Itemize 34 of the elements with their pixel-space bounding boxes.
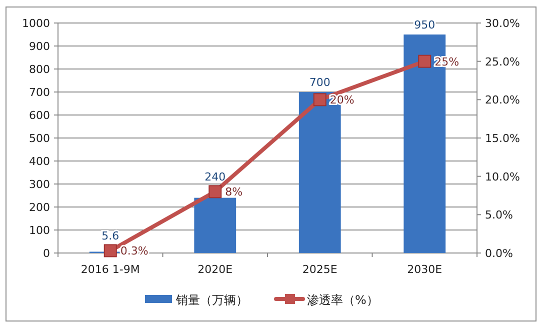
y2-tick-label: 20.0% [485,94,520,107]
bar [194,198,236,253]
y2-tick-label: 0.0% [485,247,513,260]
point [418,54,432,68]
y-tick-label: 400 [29,155,50,168]
x-tick-label: 2016 1-9M [80,263,140,276]
y2-tick-label: 15.0% [485,132,520,145]
data-label: 5.6 [102,230,120,243]
x-tick-label: 2030E [407,263,442,276]
x-tick-label: 2020E [198,263,233,276]
legend-label: 渗透率（%） [307,293,378,307]
y-tick-label: 500 [29,132,50,145]
y-tick-label: 600 [29,109,50,122]
y-tick-label: 900 [29,40,50,53]
point [208,185,222,198]
y2-tick-label: 25.0% [485,55,520,68]
x-tick-label: 2025E [302,263,338,276]
y-tick-label: 0 [43,247,50,260]
y-tick-label: 1000 [22,17,50,30]
y-tick-label: 700 [29,86,50,99]
data-label: 700 [309,76,330,89]
y-tick-label: 100 [29,224,50,237]
y2-tick-label: 30.0% [485,17,520,30]
point [104,244,117,258]
data-label: 950 [414,18,436,32]
y-tick-label: 800 [29,63,50,76]
y2-tick-label: 10.0% [485,170,520,184]
y-tick-label: 300 [29,178,50,191]
point [313,93,326,106]
data-label: 8% [225,186,243,199]
y2-tick-label: 5.0% [485,208,513,222]
y-tick-label: 200 [29,201,50,214]
data-label: 240 [204,170,226,184]
legend-label: 销量（万辆） [175,293,248,307]
